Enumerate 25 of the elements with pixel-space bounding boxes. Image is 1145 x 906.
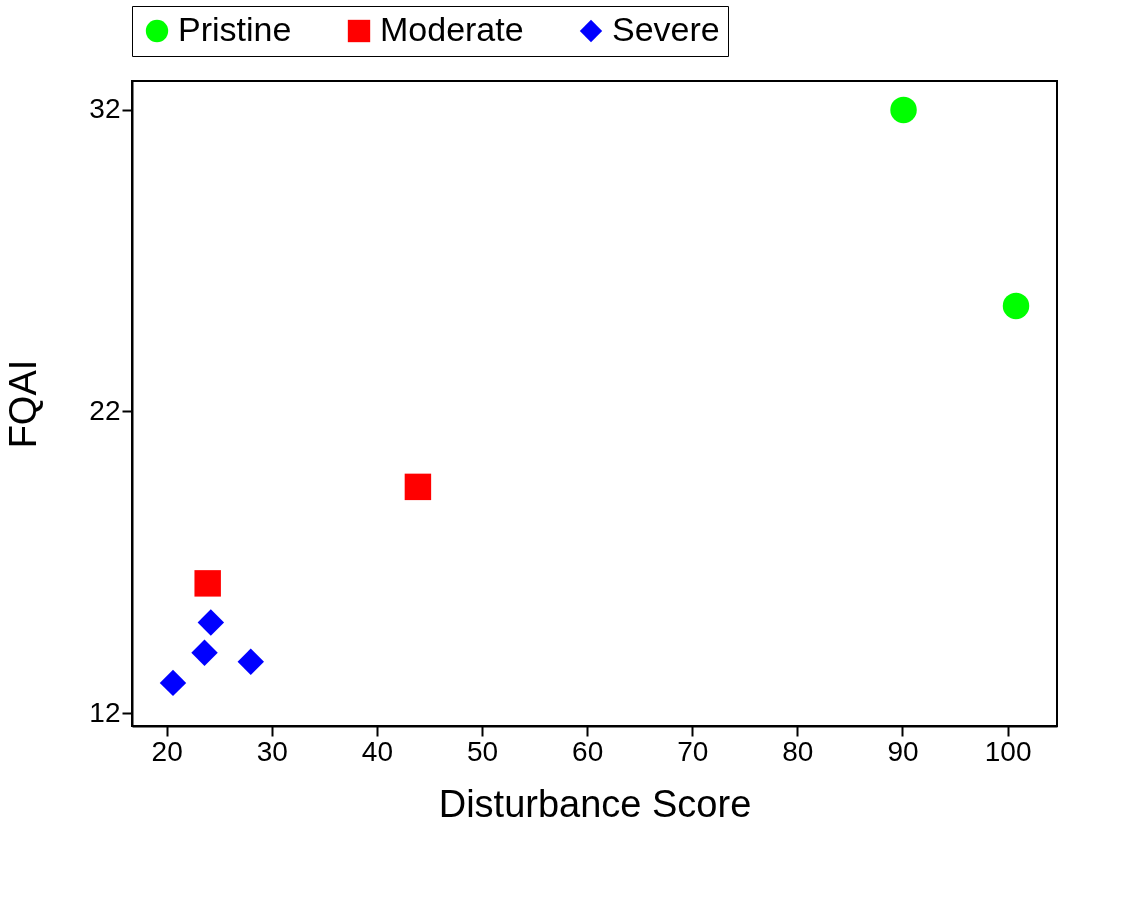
x-tick-label: 40 — [361, 735, 393, 767]
y-tick-label: 12 — [89, 696, 121, 728]
point — [890, 96, 917, 124]
point — [237, 648, 265, 675]
legend-label: Moderate — [380, 10, 524, 48]
point — [197, 609, 225, 636]
y-tick-label: 22 — [89, 394, 121, 426]
x-tick-label: 20 — [151, 735, 183, 767]
y-axis-title: FQAI — [2, 359, 45, 449]
x-axis-title: Disturbance Score — [438, 782, 752, 825]
point — [159, 669, 187, 697]
point — [404, 473, 432, 501]
x-tick-label: 90 — [887, 735, 919, 767]
point — [191, 639, 218, 666]
point — [194, 570, 221, 597]
point — [1002, 292, 1030, 320]
legend-label: Severe — [612, 10, 720, 48]
x-tick-label: 80 — [782, 735, 814, 767]
x-tick-label: 30 — [256, 735, 288, 767]
y-tick-label: 32 — [89, 93, 121, 125]
x-tick-label: 70 — [677, 735, 709, 767]
legend-label: Pristine — [178, 10, 292, 48]
x-tick-label: 50 — [466, 735, 499, 767]
x-tick-label: 60 — [572, 735, 604, 767]
x-tick-label: 100 — [984, 735, 1032, 767]
